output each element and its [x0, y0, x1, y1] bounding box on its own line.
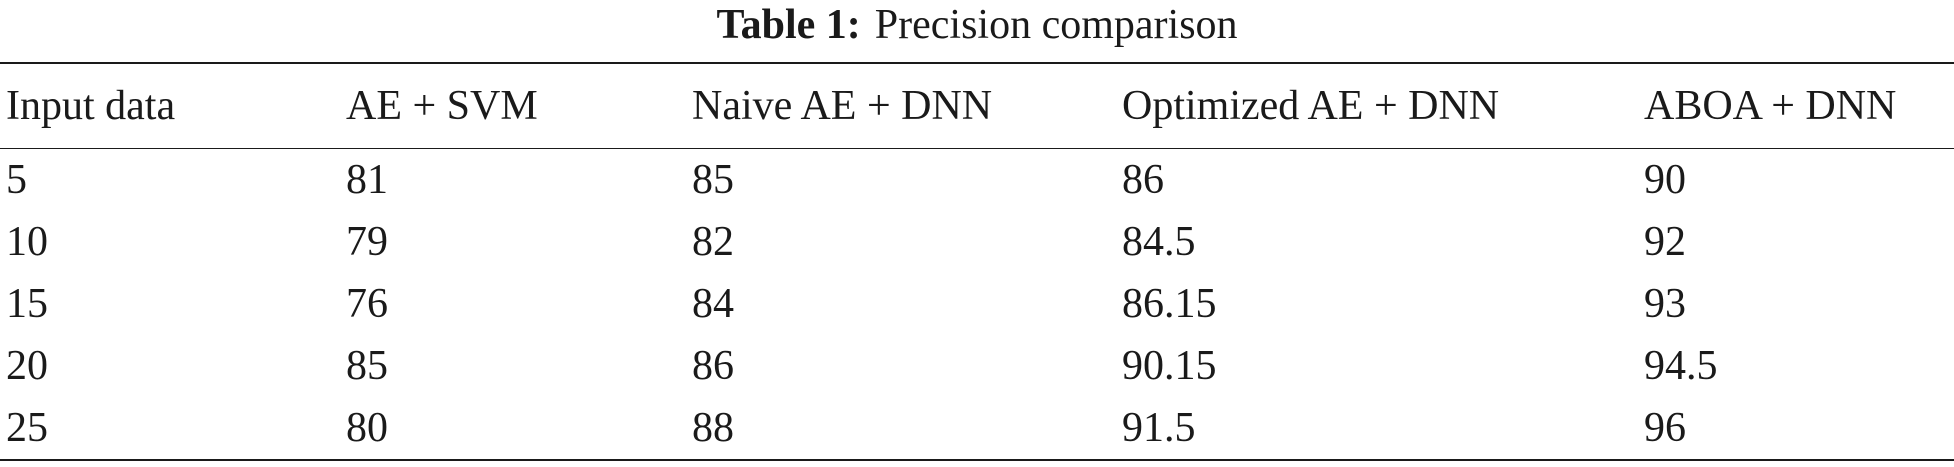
table-cell: 94.5 [1644, 343, 1718, 389]
table-cell: 84.5 [1122, 219, 1196, 265]
table-cell: 86.15 [1122, 281, 1217, 327]
table-cell: 81 [346, 157, 388, 203]
table-header: Input data AE + SVM Naive AE + DNN Optim… [0, 63, 1954, 149]
table-cell: 90.15 [1122, 343, 1217, 389]
table-cell: 80 [346, 405, 388, 451]
table-cell: 79 [346, 219, 388, 265]
table-row: 20 85 86 90.15 94.5 [0, 335, 1954, 397]
table-cell: 96 [1644, 405, 1686, 451]
table-header-row: Input data AE + SVM Naive AE + DNN Optim… [0, 63, 1954, 149]
table-cell: 84 [692, 281, 734, 327]
table-cell: 85 [692, 157, 734, 203]
table-cell: 20 [6, 343, 48, 389]
precision-table-container: Input data AE + SVM Naive AE + DNN Optim… [0, 62, 1954, 461]
table-caption-label: Table 1: [716, 2, 861, 48]
header-input-data: Input data [6, 83, 176, 129]
table-cell: 88 [692, 405, 734, 451]
table-cell: 82 [692, 219, 734, 265]
precision-table: Input data AE + SVM Naive AE + DNN Optim… [0, 62, 1954, 461]
table-cell: 76 [346, 281, 388, 327]
table-caption-text: Precision comparison [874, 2, 1238, 48]
table-cell: 91.5 [1122, 405, 1196, 451]
table-row: 15 76 84 86.15 93 [0, 273, 1954, 335]
table-cell: 90 [1644, 157, 1686, 203]
table-cell: 93 [1644, 281, 1686, 327]
table-cell: 86 [692, 343, 734, 389]
table-cell: 25 [6, 405, 48, 451]
header-ae-svm: AE + SVM [346, 83, 538, 129]
header-optimized-ae-dnn: Optimized AE + DNN [1122, 83, 1500, 129]
table-cell: 85 [346, 343, 388, 389]
table-cell: 15 [6, 281, 48, 327]
table-cell: 86 [1122, 157, 1164, 203]
table-body: 5 81 85 86 90 10 79 82 84.5 92 15 76 84 … [0, 149, 1954, 460]
table-cell: 92 [1644, 219, 1686, 265]
table-row: 25 80 88 91.5 96 [0, 397, 1954, 460]
table-cell: 5 [6, 157, 27, 203]
header-aboa-dnn: ABOA + DNN [1644, 83, 1897, 129]
header-naive-ae-dnn: Naive AE + DNN [692, 83, 993, 129]
table-row: 5 81 85 86 90 [0, 149, 1954, 212]
table-cell: 10 [6, 219, 48, 265]
table-caption: Table 1: Precision comparison [0, 0, 1954, 58]
table-row: 10 79 82 84.5 92 [0, 211, 1954, 273]
